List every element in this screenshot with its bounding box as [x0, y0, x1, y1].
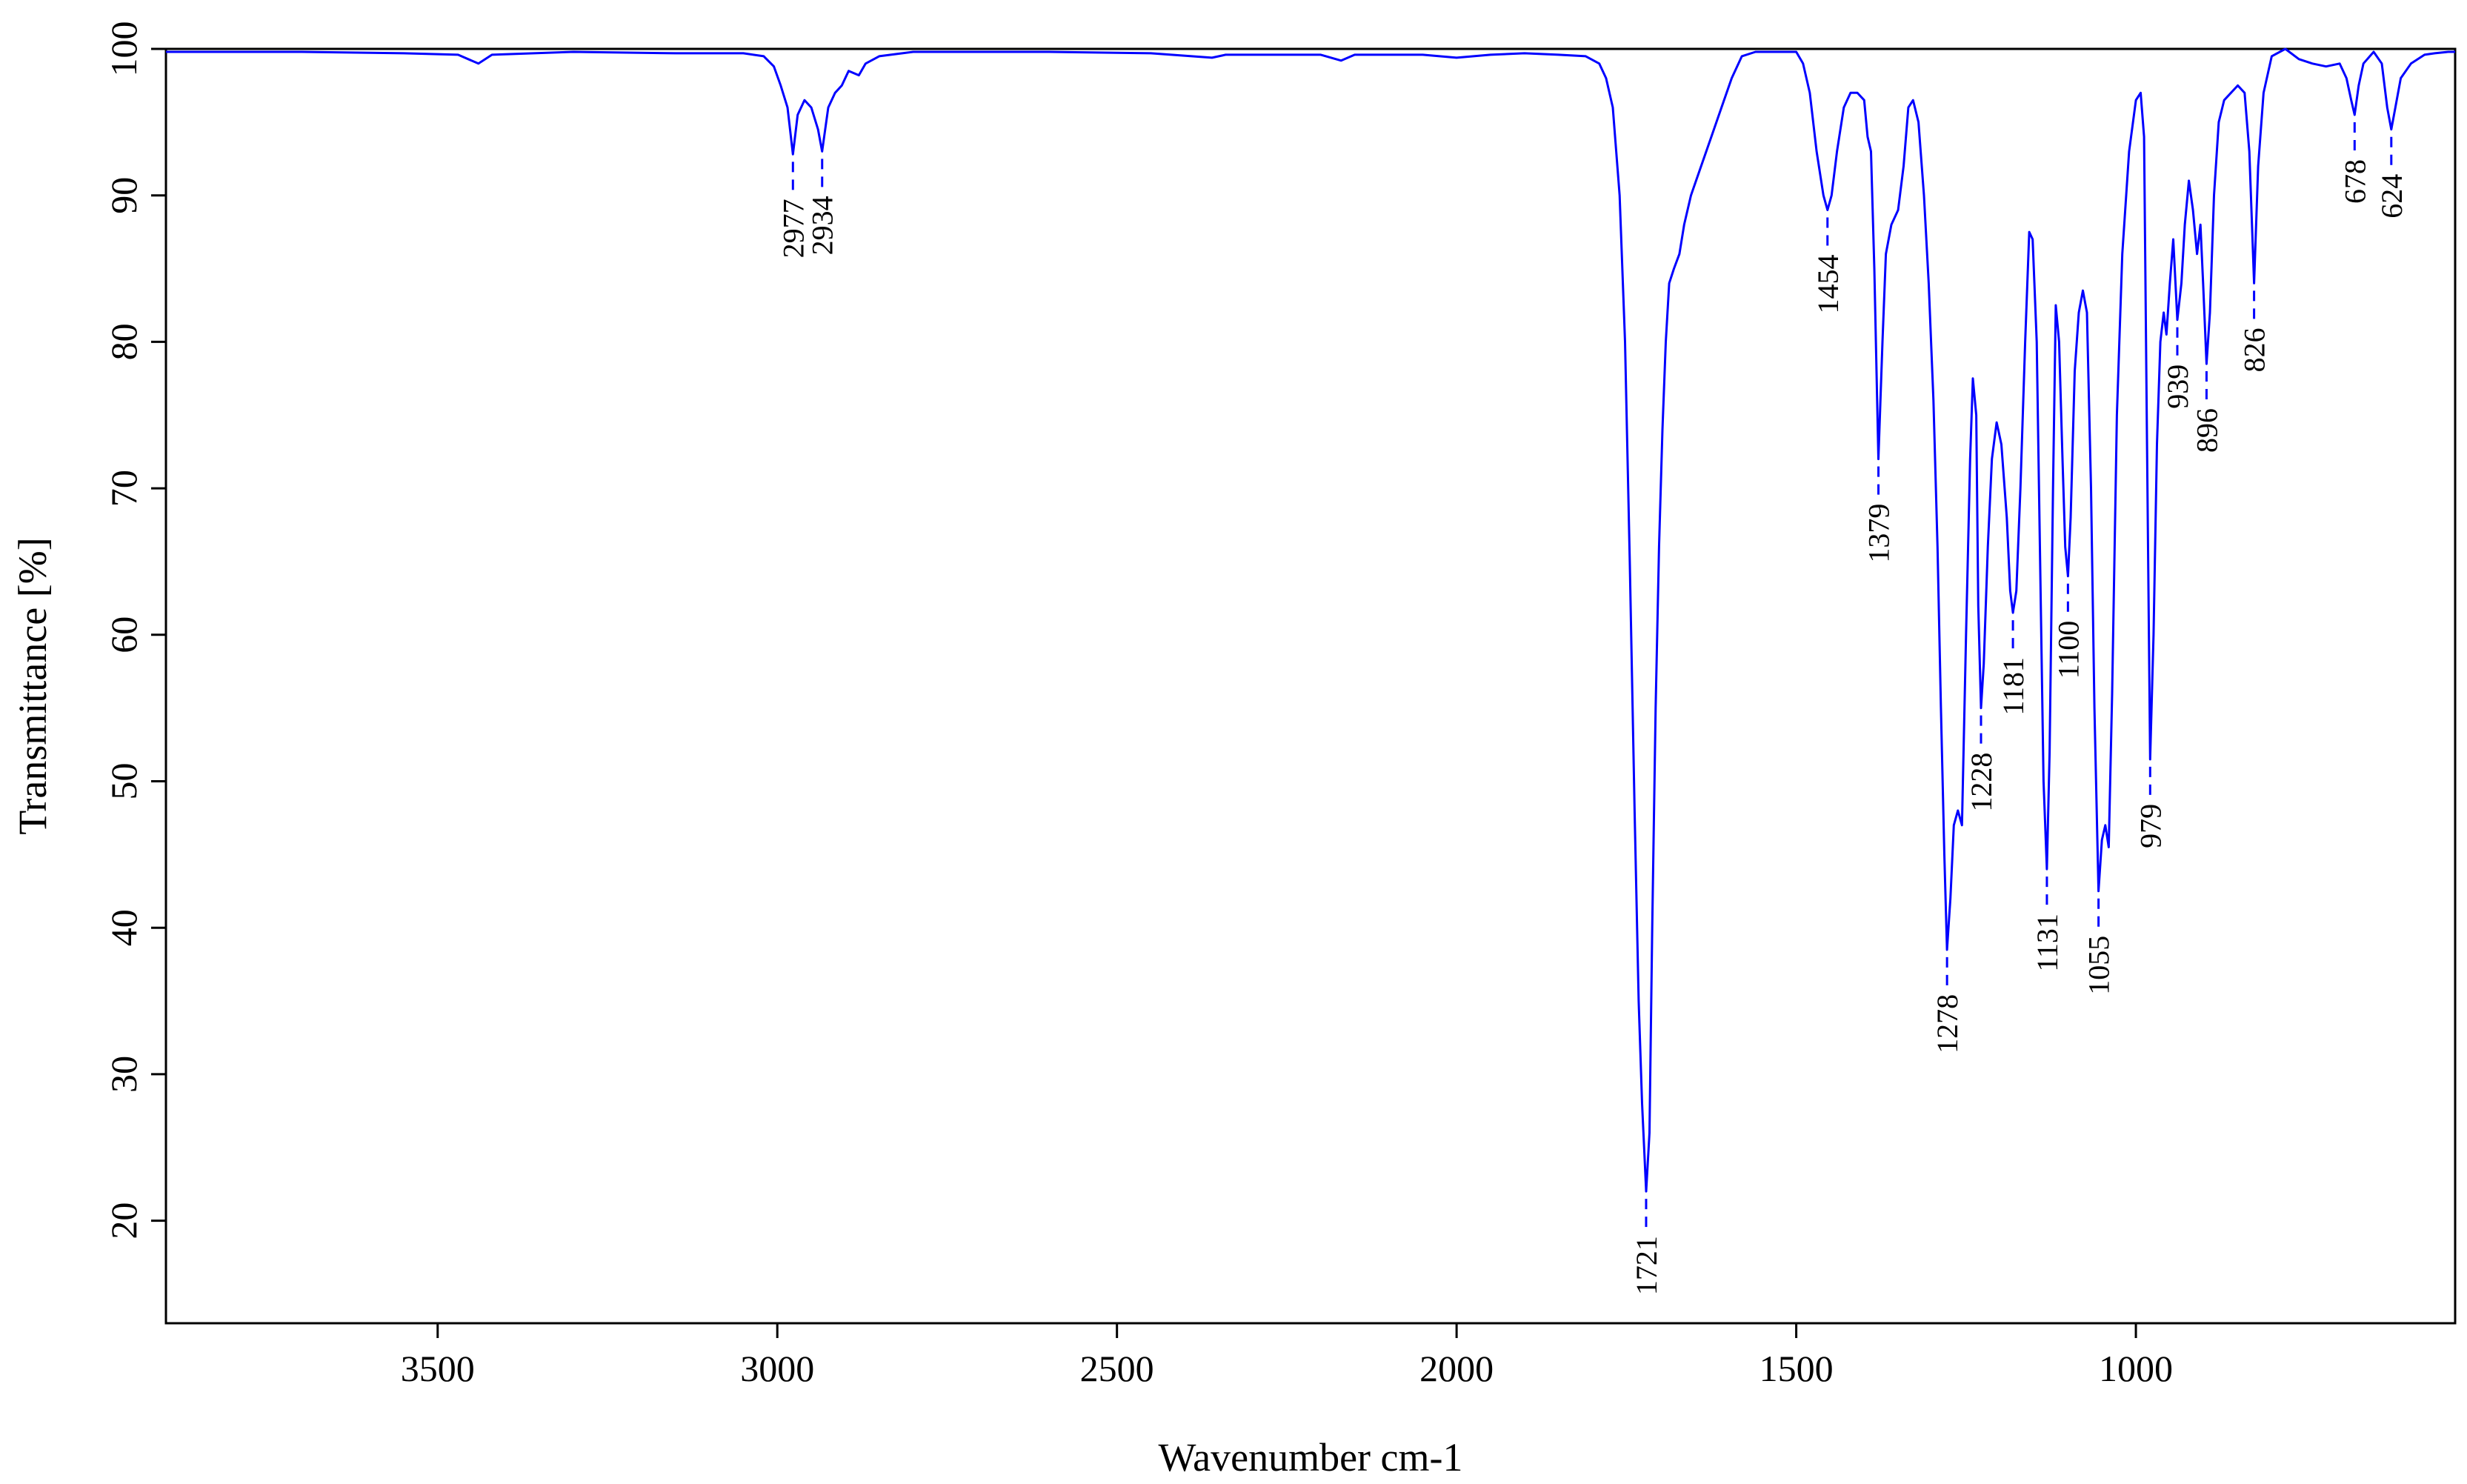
x-tick-label: 3000 — [740, 1348, 814, 1389]
peak-label: 826 — [2238, 327, 2271, 372]
peak-marker-2977: 2977 — [776, 162, 810, 258]
y-tick-label: 90 — [103, 177, 144, 214]
peak-marker-1055: 1055 — [2083, 898, 2116, 995]
x-tick-label: 1500 — [1759, 1348, 1834, 1389]
peak-marker-939: 939 — [2161, 327, 2194, 409]
peak-marker-1131: 1131 — [2031, 876, 2064, 972]
x-tick-label: 2000 — [1419, 1348, 1494, 1389]
y-tick-label: 40 — [103, 909, 144, 946]
peak-label: 939 — [2161, 365, 2194, 409]
peak-label: 1055 — [2083, 936, 2116, 995]
x-axis-title: Wavenumber cm-1 — [1159, 1435, 1463, 1480]
peak-marker-826: 826 — [2238, 290, 2271, 372]
peak-label: 1721 — [1630, 1236, 1663, 1295]
peak-label: 1100 — [2051, 621, 2085, 679]
y-tick-label: 80 — [103, 323, 144, 360]
peak-marker-1278: 1278 — [1931, 956, 1964, 1054]
peak-marker-1100: 1100 — [2051, 583, 2085, 679]
peak-label: 1228 — [1965, 753, 1998, 812]
peak-label: 2934 — [806, 196, 839, 255]
peak-label: 1454 — [1811, 254, 1845, 313]
peak-label: 979 — [2134, 804, 2167, 848]
y-tick-label: 100 — [103, 21, 144, 77]
peak-marker-2934: 2934 — [806, 159, 839, 255]
peak-marker-624: 624 — [2375, 136, 2408, 219]
peak-marker-1379: 1379 — [1862, 466, 1896, 563]
x-axis: 3500 3000 2500 2000 1500 1000 — [401, 1323, 2173, 1389]
y-tick-label: 20 — [103, 1202, 144, 1240]
peak-label: 1181 — [1997, 657, 2030, 716]
peak-marker-896: 896 — [2190, 371, 2223, 453]
peak-marker-1721: 1721 — [1630, 1199, 1663, 1295]
peak-marker-1181: 1181 — [1997, 620, 2030, 716]
peak-label: 1379 — [1862, 504, 1896, 563]
peak-label: 1278 — [1931, 994, 1964, 1054]
peak-marker-678: 678 — [2338, 122, 2371, 204]
y-tick-label: 50 — [103, 763, 144, 800]
peak-label: 896 — [2190, 408, 2223, 453]
series-line-transmittance — [166, 47, 2455, 1193]
y-tick-label: 30 — [103, 1056, 144, 1093]
peak-label: 624 — [2375, 174, 2408, 219]
x-tick-label: 3500 — [401, 1348, 475, 1389]
x-tick-label: 1000 — [2099, 1348, 2173, 1389]
y-axis: 20 30 40 50 60 70 80 90 100 — [103, 21, 166, 1240]
peak-marker-979: 979 — [2134, 766, 2167, 848]
y-tick-label: 60 — [103, 616, 144, 653]
peak-label: 678 — [2338, 159, 2371, 204]
plot-frame — [164, 47, 2457, 1325]
x-tick-label: 2500 — [1080, 1348, 1154, 1389]
peak-label: 2977 — [776, 199, 810, 258]
y-axis-title: Transmittance [%] — [10, 537, 55, 834]
peak-marker-1454: 1454 — [1811, 217, 1845, 313]
peak-marker-1228: 1228 — [1965, 715, 1998, 812]
y-tick-label: 70 — [103, 470, 144, 507]
peak-label: 1131 — [2031, 914, 2064, 972]
